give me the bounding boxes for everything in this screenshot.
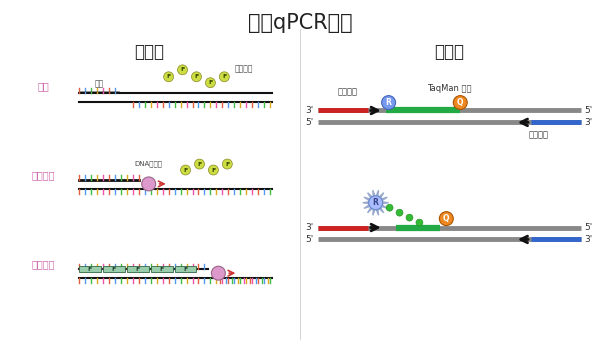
Text: F: F [184, 267, 188, 272]
Text: F: F [136, 267, 140, 272]
Text: F: F [88, 267, 92, 272]
Text: 3': 3' [305, 106, 314, 115]
Circle shape [396, 209, 403, 216]
Text: F: F [166, 74, 171, 79]
Circle shape [181, 165, 191, 175]
Text: F: F [184, 167, 188, 173]
Circle shape [223, 159, 232, 169]
Text: 3': 3' [584, 235, 593, 244]
Circle shape [406, 214, 413, 221]
Text: F: F [112, 267, 116, 272]
Text: 引物: 引物 [94, 80, 104, 89]
Circle shape [386, 204, 393, 211]
Text: F: F [160, 267, 164, 272]
Text: F: F [211, 167, 215, 173]
Circle shape [205, 78, 215, 88]
Text: 上游引物: 上游引物 [338, 87, 358, 97]
Text: F: F [181, 67, 185, 72]
Text: 5': 5' [305, 118, 314, 127]
FancyBboxPatch shape [103, 266, 125, 272]
Text: F: F [208, 80, 212, 85]
Text: Q: Q [443, 214, 449, 223]
Text: F: F [222, 74, 226, 79]
Text: F: F [194, 74, 199, 79]
Circle shape [142, 177, 155, 191]
Text: 延伸反应: 延伸反应 [31, 259, 55, 269]
Circle shape [439, 212, 453, 226]
Text: 5': 5' [584, 106, 593, 115]
Circle shape [211, 266, 226, 280]
FancyBboxPatch shape [151, 266, 173, 272]
Text: F: F [225, 162, 229, 167]
Text: 探针法: 探针法 [434, 43, 464, 61]
Circle shape [194, 159, 205, 169]
Text: 5': 5' [305, 235, 314, 244]
FancyBboxPatch shape [79, 266, 101, 272]
Text: 引物退火: 引物退火 [31, 170, 55, 180]
Text: 染料法: 染料法 [134, 43, 164, 61]
Text: F: F [197, 162, 202, 167]
Text: 荧光标记: 荧光标记 [235, 64, 253, 73]
Circle shape [164, 72, 173, 82]
Text: TaqMan 探针: TaqMan 探针 [427, 84, 472, 93]
Circle shape [416, 219, 423, 226]
Circle shape [191, 72, 202, 82]
Text: R: R [386, 98, 392, 107]
FancyBboxPatch shape [127, 266, 149, 272]
Text: 下游引物: 下游引物 [529, 130, 549, 139]
Text: DNA聚合酶: DNA聚合酶 [135, 161, 163, 167]
Text: R: R [373, 198, 379, 207]
Text: 3': 3' [584, 118, 593, 127]
Text: 3': 3' [305, 223, 314, 232]
Text: 5': 5' [584, 223, 593, 232]
Circle shape [453, 96, 467, 109]
Circle shape [368, 196, 383, 210]
Text: 变性: 变性 [37, 81, 49, 91]
Circle shape [220, 72, 229, 82]
Polygon shape [363, 190, 389, 215]
FancyBboxPatch shape [175, 266, 196, 272]
Text: 单重qPCR实验: 单重qPCR实验 [248, 13, 352, 33]
Circle shape [382, 96, 395, 109]
Circle shape [178, 65, 188, 75]
Text: Q: Q [457, 98, 464, 107]
Circle shape [208, 165, 218, 175]
